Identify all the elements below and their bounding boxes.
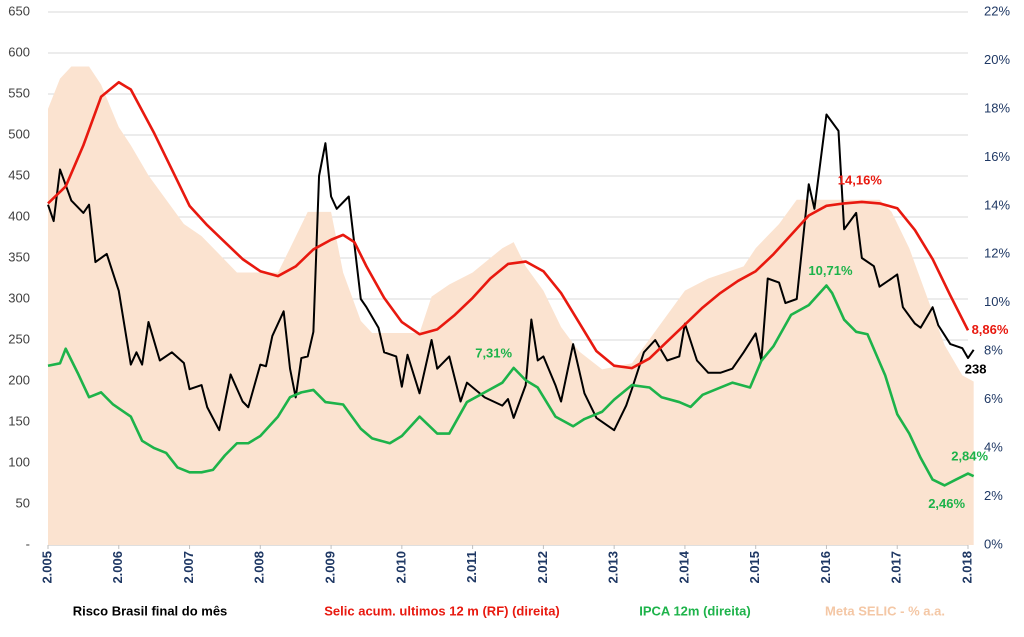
y-tick-label: 300 xyxy=(8,290,30,305)
y-tick-label: 200 xyxy=(8,372,30,387)
legend-entry: IPCA 12m (direita) xyxy=(639,603,751,618)
y2-tick-label: 6% xyxy=(984,391,1003,406)
line xyxy=(47,284,975,487)
y2-tick-label: 16% xyxy=(984,149,1010,164)
y-tick-label: 50 xyxy=(16,495,30,510)
y-tick-label: 450 xyxy=(8,167,30,182)
data-label: 2,84% xyxy=(951,449,988,464)
data-label: 14,16% xyxy=(838,172,883,187)
x-tick-label: 2.017 xyxy=(889,551,904,584)
y-tick-label: 400 xyxy=(8,208,30,223)
x-tick-label: 2.007 xyxy=(181,551,196,584)
x-tick-label: 2.006 xyxy=(110,551,125,584)
y2-tick-label: 0% xyxy=(984,536,1003,551)
y2-tick-label: 10% xyxy=(984,294,1010,309)
y2-tick-label: 2% xyxy=(984,488,1003,503)
y-tick-label: 150 xyxy=(8,413,30,428)
x-tick-label: 2.012 xyxy=(535,551,550,584)
x-tick-label: 2.016 xyxy=(818,551,833,584)
y2-tick-label: 20% xyxy=(984,52,1010,67)
plot xyxy=(47,66,975,546)
y-tick-label: 100 xyxy=(8,454,30,469)
y2-tick-label: 8% xyxy=(984,343,1003,358)
y-tick-label: 550 xyxy=(8,85,30,100)
data-label: 2,46% xyxy=(928,496,965,511)
y2-tick-label: 12% xyxy=(984,246,1010,261)
line xyxy=(47,113,975,432)
x-tick-label: 2.009 xyxy=(323,551,338,584)
data-label: 8,86% xyxy=(972,322,1009,337)
y-tick-label: 600 xyxy=(8,44,30,59)
x-tick-label: 2.008 xyxy=(252,551,267,584)
y2-tick-label: 14% xyxy=(984,197,1010,212)
y-tick-label: 500 xyxy=(8,126,30,141)
data-label: 10,71% xyxy=(808,263,853,278)
data-label: 238 xyxy=(965,361,987,376)
x-tick-label: 2.005 xyxy=(39,551,54,584)
x-tick-label: 2.010 xyxy=(393,551,408,584)
x-tick-label: 2.015 xyxy=(747,551,762,584)
y-tick-label: 650 xyxy=(8,3,30,18)
labels: - 50 100 150 200 250 300 350 400 450 500 550 600 650 0… xyxy=(8,3,1010,618)
x-tick-label: 2.014 xyxy=(676,550,691,583)
legend-entry: Meta SELIC - % a.a. xyxy=(825,603,945,618)
x-tick-label: 2.013 xyxy=(606,551,621,584)
data-label: 7,31% xyxy=(475,345,512,360)
x-tick-label: 2.018 xyxy=(959,551,974,584)
x-tick-label: 2.011 xyxy=(464,551,479,583)
legend-entry: Selic acum. ultimos 12 m (RF) (direita) xyxy=(324,603,560,618)
legend-entry: Risco Brasil final do mês xyxy=(73,603,228,618)
y-tick-label: 250 xyxy=(8,331,30,346)
y2-tick-label: 4% xyxy=(984,440,1003,455)
area xyxy=(48,66,974,546)
y2-tick-label: 18% xyxy=(984,100,1010,115)
y2-tick-label: 22% xyxy=(984,3,1010,18)
y-tick-label: - xyxy=(26,536,30,551)
line xyxy=(47,80,970,370)
y-tick-label: 350 xyxy=(8,249,30,264)
